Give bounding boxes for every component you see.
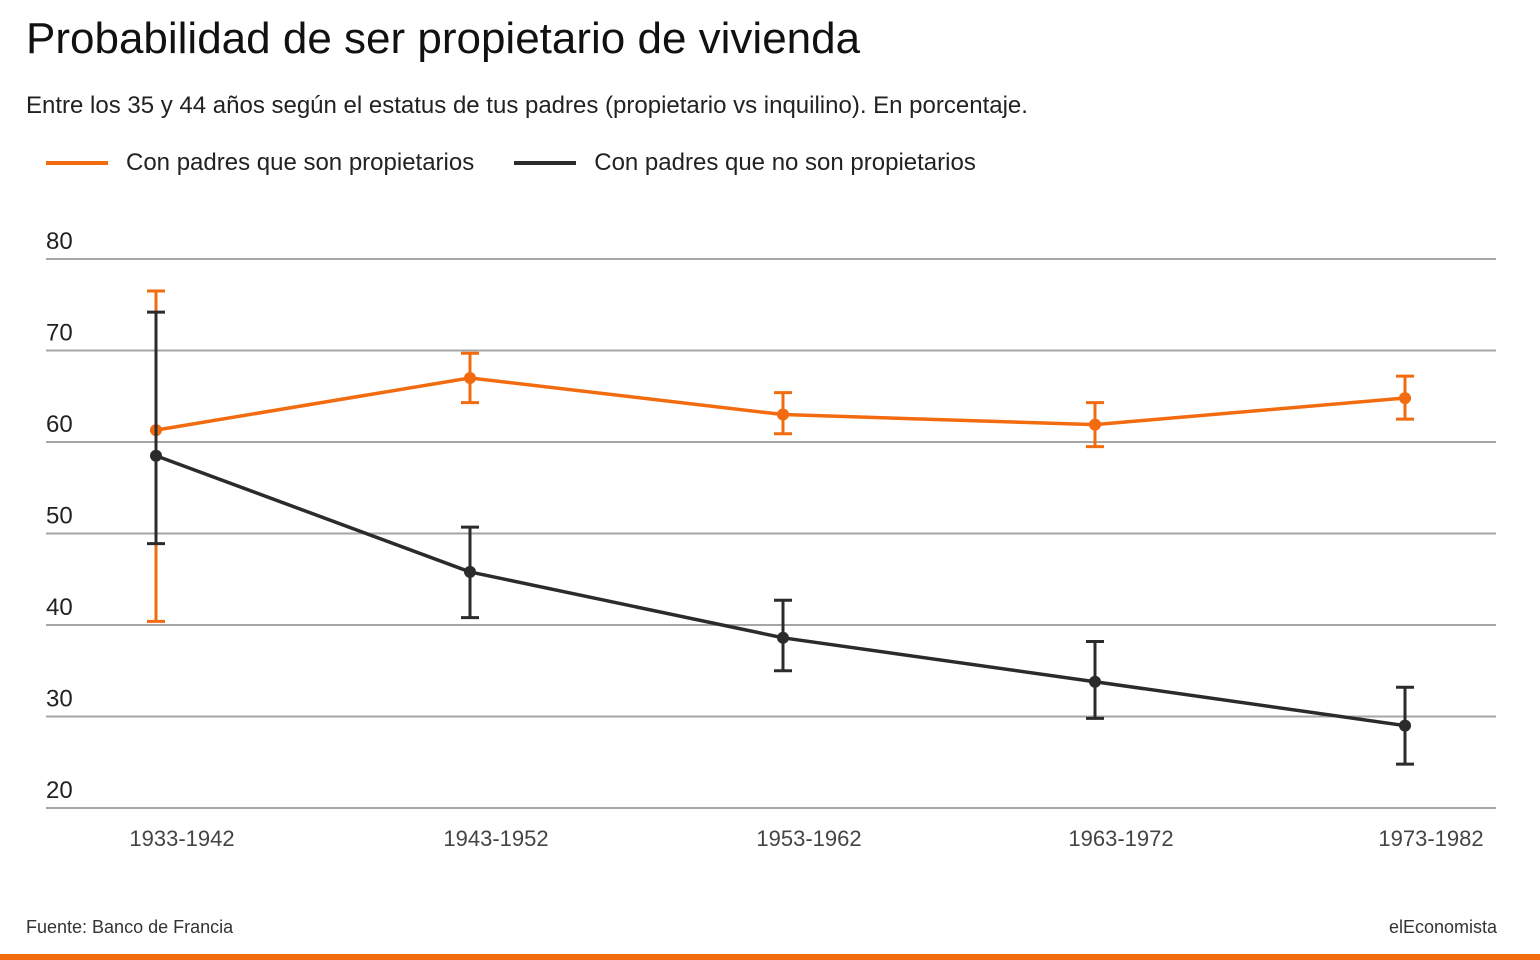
legend-swatch-orange <box>46 161 108 165</box>
x-tick-label: 1933-1942 <box>129 826 234 851</box>
data-point <box>464 371 476 384</box>
chart-subtitle: Entre los 35 y 44 años según el estatus … <box>26 92 1028 119</box>
legend-swatch-dark <box>514 161 577 165</box>
bottom-accent-bar <box>0 954 1540 960</box>
data-point <box>1399 392 1411 405</box>
y-tick-label: 50 <box>46 503 73 530</box>
x-tick-label: 1963-1972 <box>1068 826 1173 851</box>
series-line <box>155 454 1406 728</box>
data-point <box>777 631 789 644</box>
y-tick-label: 80 <box>46 228 73 255</box>
legend-item-no-propietarios: Con padres que no son propietarios <box>514 149 976 177</box>
series-propietarios <box>147 289 1414 623</box>
y-tick-label: 20 <box>46 777 73 804</box>
y-tick-label: 30 <box>46 686 73 713</box>
legend-item-propietarios: Con padres que son propietarios <box>46 149 474 177</box>
series-no-propietarios <box>147 310 1414 766</box>
x-tick-label: 1943-1952 <box>443 826 548 851</box>
legend: Con padres que son propietarios Con padr… <box>46 146 1016 180</box>
y-tick-label: 60 <box>46 411 73 438</box>
chart-title: Probabilidad de ser propietario de vivie… <box>26 14 861 63</box>
legend-label: Con padres que no son propietarios <box>594 149 976 176</box>
source-note: Fuente: Banco de Francia <box>26 917 234 937</box>
x-tick-label: 1973-1982 <box>1378 826 1483 851</box>
data-point <box>1089 675 1101 688</box>
data-point <box>1399 719 1411 732</box>
brand-logo-text: elEconomista <box>1388 917 1497 937</box>
legend-label: Con padres que son propietarios <box>126 149 475 176</box>
y-tick-label: 40 <box>46 594 73 621</box>
series-line <box>155 376 1406 432</box>
data-point <box>1089 418 1101 431</box>
y-tick-label: 70 <box>46 320 73 347</box>
data-point <box>150 449 162 462</box>
data-point <box>777 408 789 421</box>
x-tick-label: 1953-1962 <box>756 826 861 851</box>
data-point <box>464 565 476 578</box>
